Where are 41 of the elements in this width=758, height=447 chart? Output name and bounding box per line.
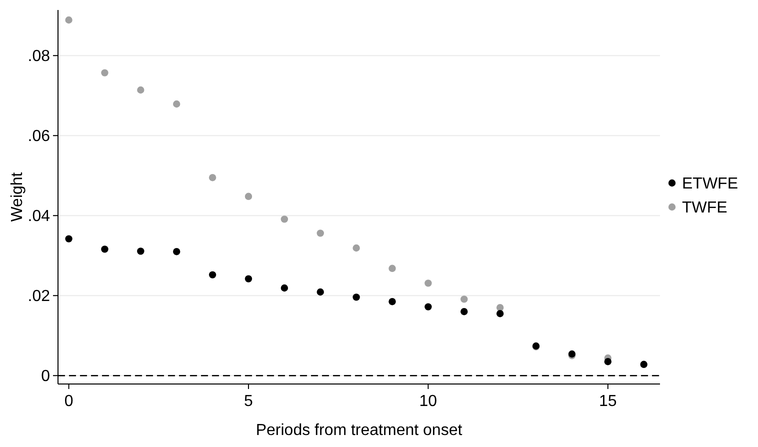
point [388,298,396,306]
point [208,271,216,278]
legend-label: TWFE [682,200,728,217]
point [173,100,180,108]
x-tick-label: 10 [419,393,438,410]
point [65,16,72,24]
point [101,69,108,76]
point [65,235,72,242]
point [424,280,432,287]
point [460,296,468,303]
point [244,192,252,200]
point [424,303,432,310]
point [137,248,144,255]
point [496,310,504,318]
x-tick-label: 15 [598,393,617,410]
y-tick-label: .02 [28,288,50,306]
point [496,304,504,312]
point [316,288,324,296]
point [280,284,288,292]
point [388,264,396,272]
point [280,216,288,223]
point [244,275,252,282]
point [352,244,360,252]
y-tick-label: 0 [41,368,50,386]
x-tick-label: 5 [244,393,254,410]
x-tick-label: 0 [64,393,74,410]
y-tick-label: .06 [28,128,50,146]
y-axis-title: Weight [9,172,26,222]
point [604,358,612,366]
point [208,174,216,182]
point [460,308,468,316]
y-tick-label: .08 [28,48,50,66]
point [173,248,180,256]
x-axis-title: Periods from treatment onset [256,422,463,439]
point [137,86,144,94]
point [640,360,648,368]
point [101,246,108,253]
y-tick-label: .04 [28,208,50,226]
point [352,294,360,301]
point [316,230,324,237]
legend-label: ETWFE [682,176,738,193]
